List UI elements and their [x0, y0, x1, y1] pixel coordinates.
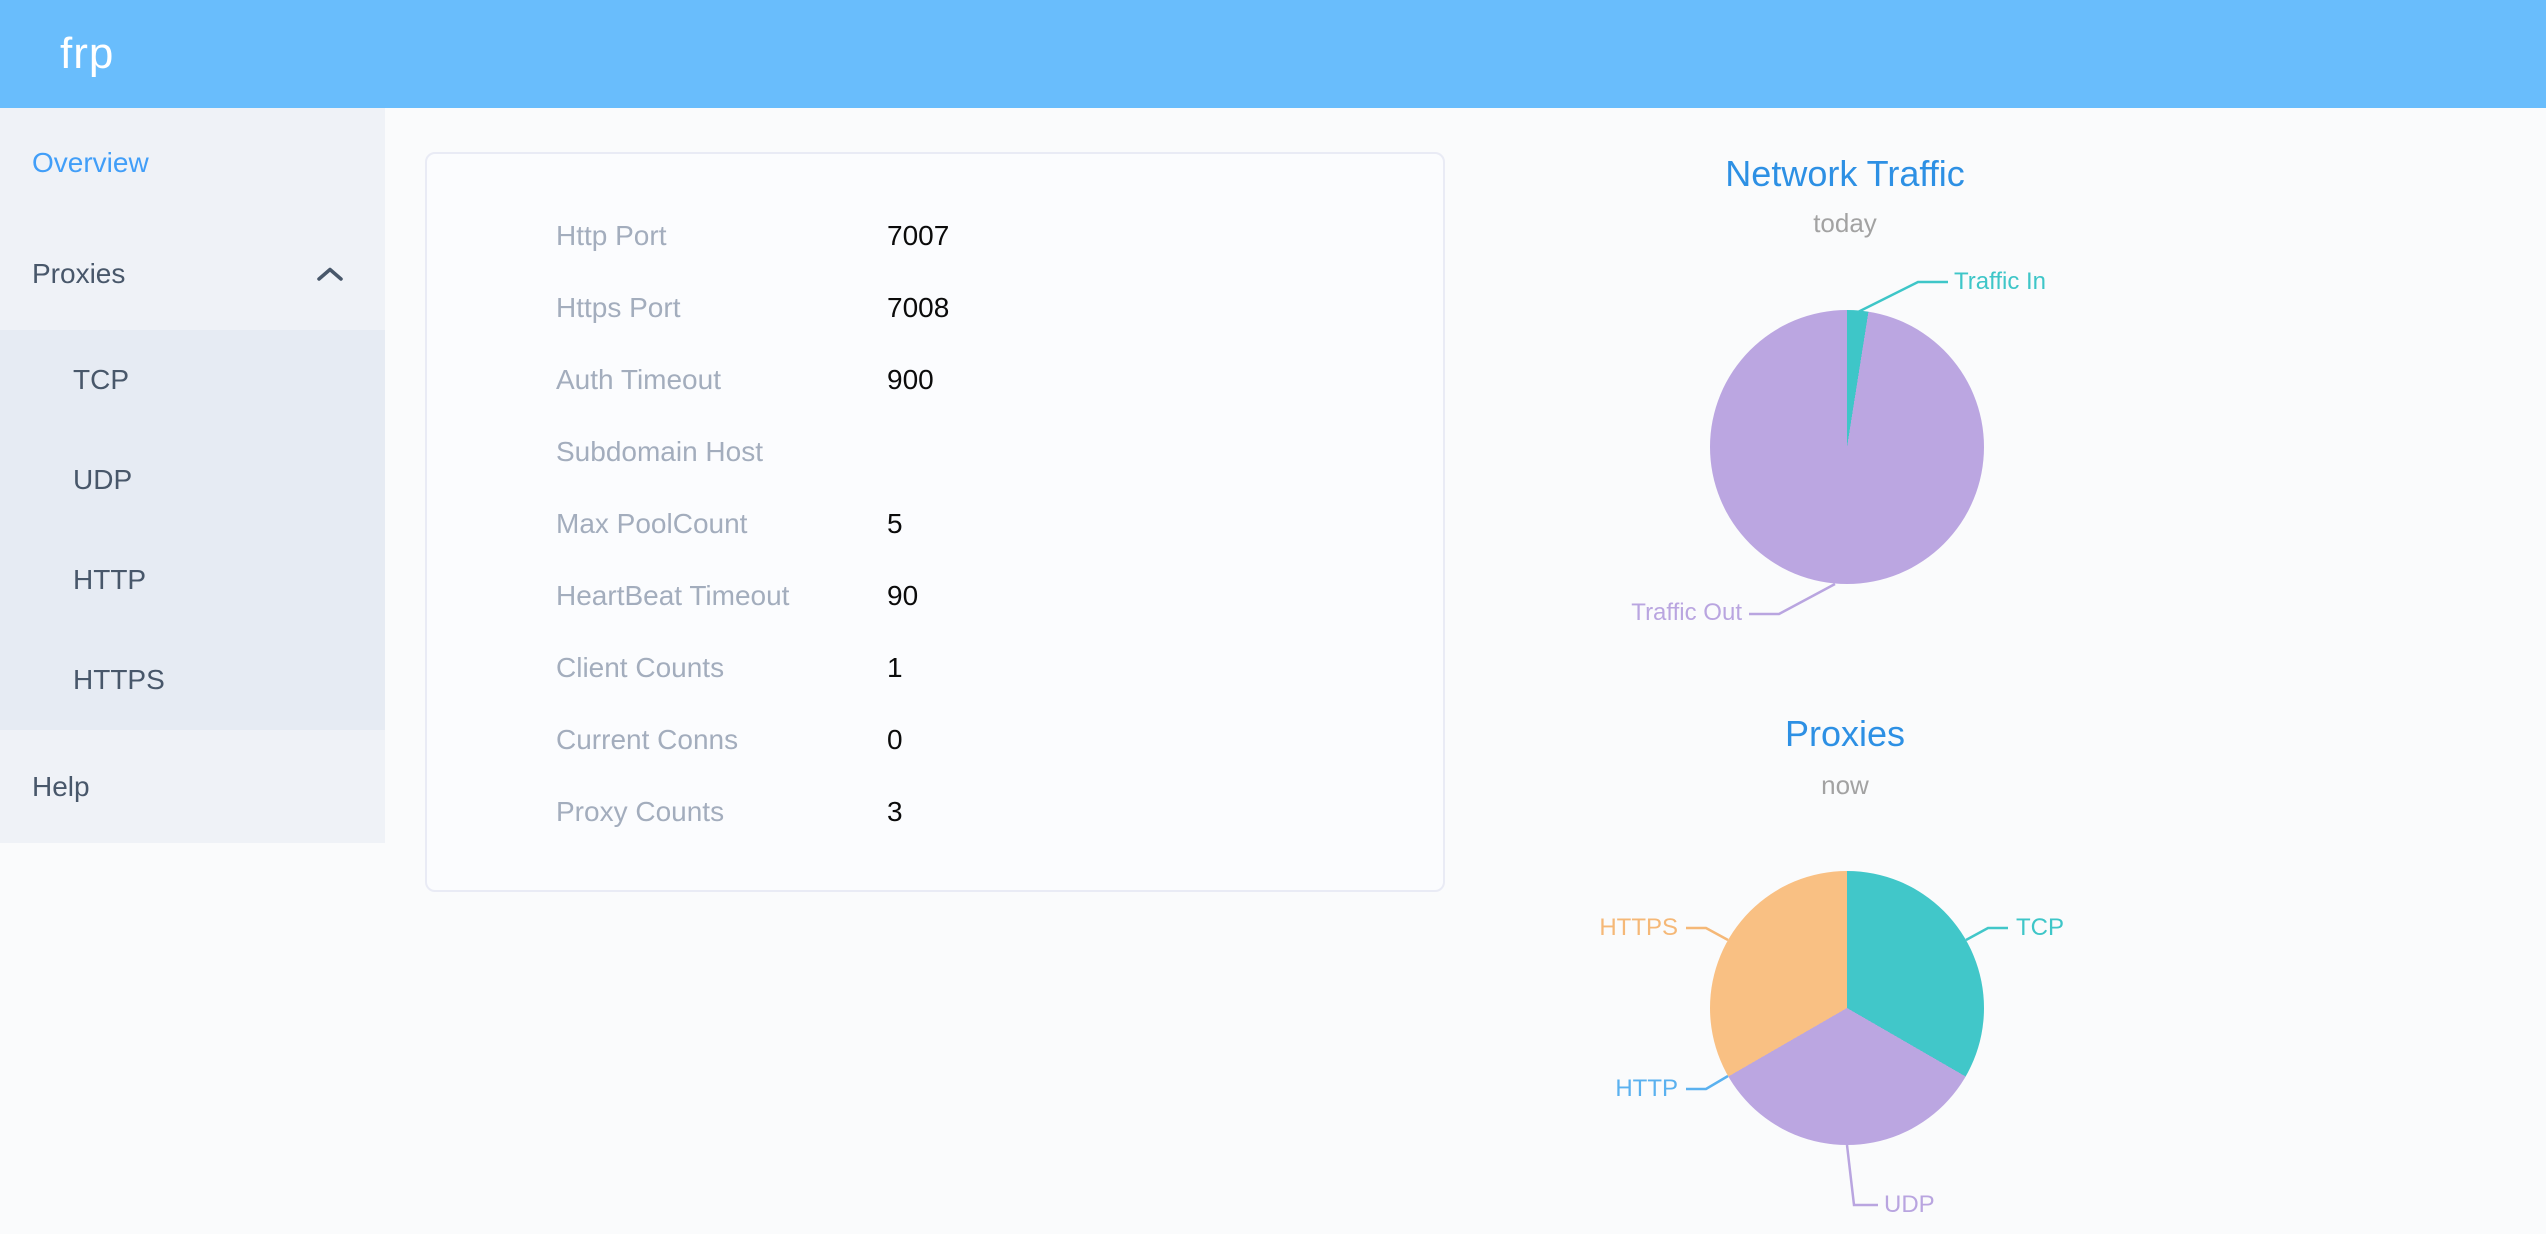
- network-traffic-chart-subtitle: today: [1813, 208, 1877, 238]
- sidebar-item-help[interactable]: Help: [0, 730, 385, 843]
- sidebar-item-proxies-label: Proxies: [32, 258, 126, 289]
- info-value: 7008: [887, 292, 950, 323]
- tcp-slice-label: TCP: [2016, 914, 2064, 941]
- sidebar-item-https[interactable]: HTTPS: [0, 630, 385, 730]
- sidebar-item-proxies[interactable]: Proxies: [0, 218, 385, 330]
- sidebar-item-https-label: HTTPS: [73, 664, 165, 695]
- app-logo: frp: [60, 29, 115, 78]
- proxies-chart-subtitle: now: [1821, 770, 1869, 800]
- info-row-subdomain-host: Subdomain Host: [556, 416, 1443, 488]
- info-value: 900: [887, 364, 934, 395]
- info-value: 3: [887, 796, 903, 827]
- sidebar-item-udp[interactable]: UDP: [0, 430, 385, 530]
- info-row-max-poolcount: Max PoolCount 5: [556, 488, 1443, 560]
- sidebar-item-http-label: HTTP: [73, 564, 147, 595]
- info-value: 5: [887, 508, 903, 539]
- sidebar-item-help-label: Help: [32, 770, 90, 802]
- info-value: 1: [887, 652, 903, 683]
- info-row-http-port: Http Port 7007: [556, 200, 1443, 272]
- sidebar-nav: Overview Proxies TCP UDP HTTP HTTPS: [0, 108, 385, 843]
- proxies-chart-title: Proxies: [1784, 713, 1906, 754]
- info-row-client-counts: Client Counts 1: [556, 632, 1443, 704]
- traffic-out-label: Traffic Out: [1631, 599, 1742, 626]
- network-traffic-pie: [1710, 310, 1984, 584]
- traffic-in-label: Traffic In: [1954, 268, 2047, 295]
- info-label: HeartBeat Timeout: [556, 580, 790, 611]
- app-header: frp: [0, 0, 2546, 108]
- sidebar-item-udp-label: UDP: [73, 464, 133, 495]
- info-label: Https Port: [556, 292, 681, 323]
- network-traffic-chart-title: Network Traffic: [1725, 153, 1965, 194]
- sidebar-item-tcp[interactable]: TCP: [0, 330, 385, 430]
- info-label: Max PoolCount: [556, 508, 748, 539]
- sidebar-item-overview[interactable]: Overview: [0, 108, 385, 218]
- server-info-card: Http Port 7007 Https Port 7008 Auth Time…: [425, 152, 1445, 892]
- sidebar-submenu-proxies: TCP UDP HTTP HTTPS: [0, 330, 385, 730]
- https-slice-label: HTTPS: [1599, 914, 1678, 941]
- sidebar-item-tcp-label: TCP: [73, 364, 129, 395]
- info-row-heartbeat-timeout: HeartBeat Timeout 90: [556, 560, 1443, 632]
- http-slice-label: HTTP: [1615, 1075, 1678, 1102]
- proxies-pie: [1710, 871, 1984, 1145]
- info-label: Current Conns: [556, 724, 739, 755]
- info-value: 90: [887, 580, 919, 611]
- info-row-current-conns: Current Conns 0: [556, 704, 1443, 776]
- info-row-proxy-counts: Proxy Counts 3: [556, 776, 1443, 848]
- chevron-up-icon: [317, 267, 343, 282]
- info-value: 7007: [887, 220, 950, 251]
- info-label: Subdomain Host: [556, 436, 764, 467]
- udp-slice-label: UDP: [1884, 1191, 1935, 1218]
- sidebar-item-http[interactable]: HTTP: [0, 530, 385, 630]
- info-label: Auth Timeout: [556, 364, 721, 395]
- info-row-auth-timeout: Auth Timeout 900: [556, 344, 1443, 416]
- info-value: 0: [887, 724, 903, 755]
- info-row-https-port: Https Port 7008: [556, 272, 1443, 344]
- info-label: Client Counts: [556, 652, 725, 683]
- sidebar-item-overview-label: Overview: [32, 147, 149, 178]
- info-label: Http Port: [556, 220, 667, 251]
- info-label: Proxy Counts: [556, 796, 725, 827]
